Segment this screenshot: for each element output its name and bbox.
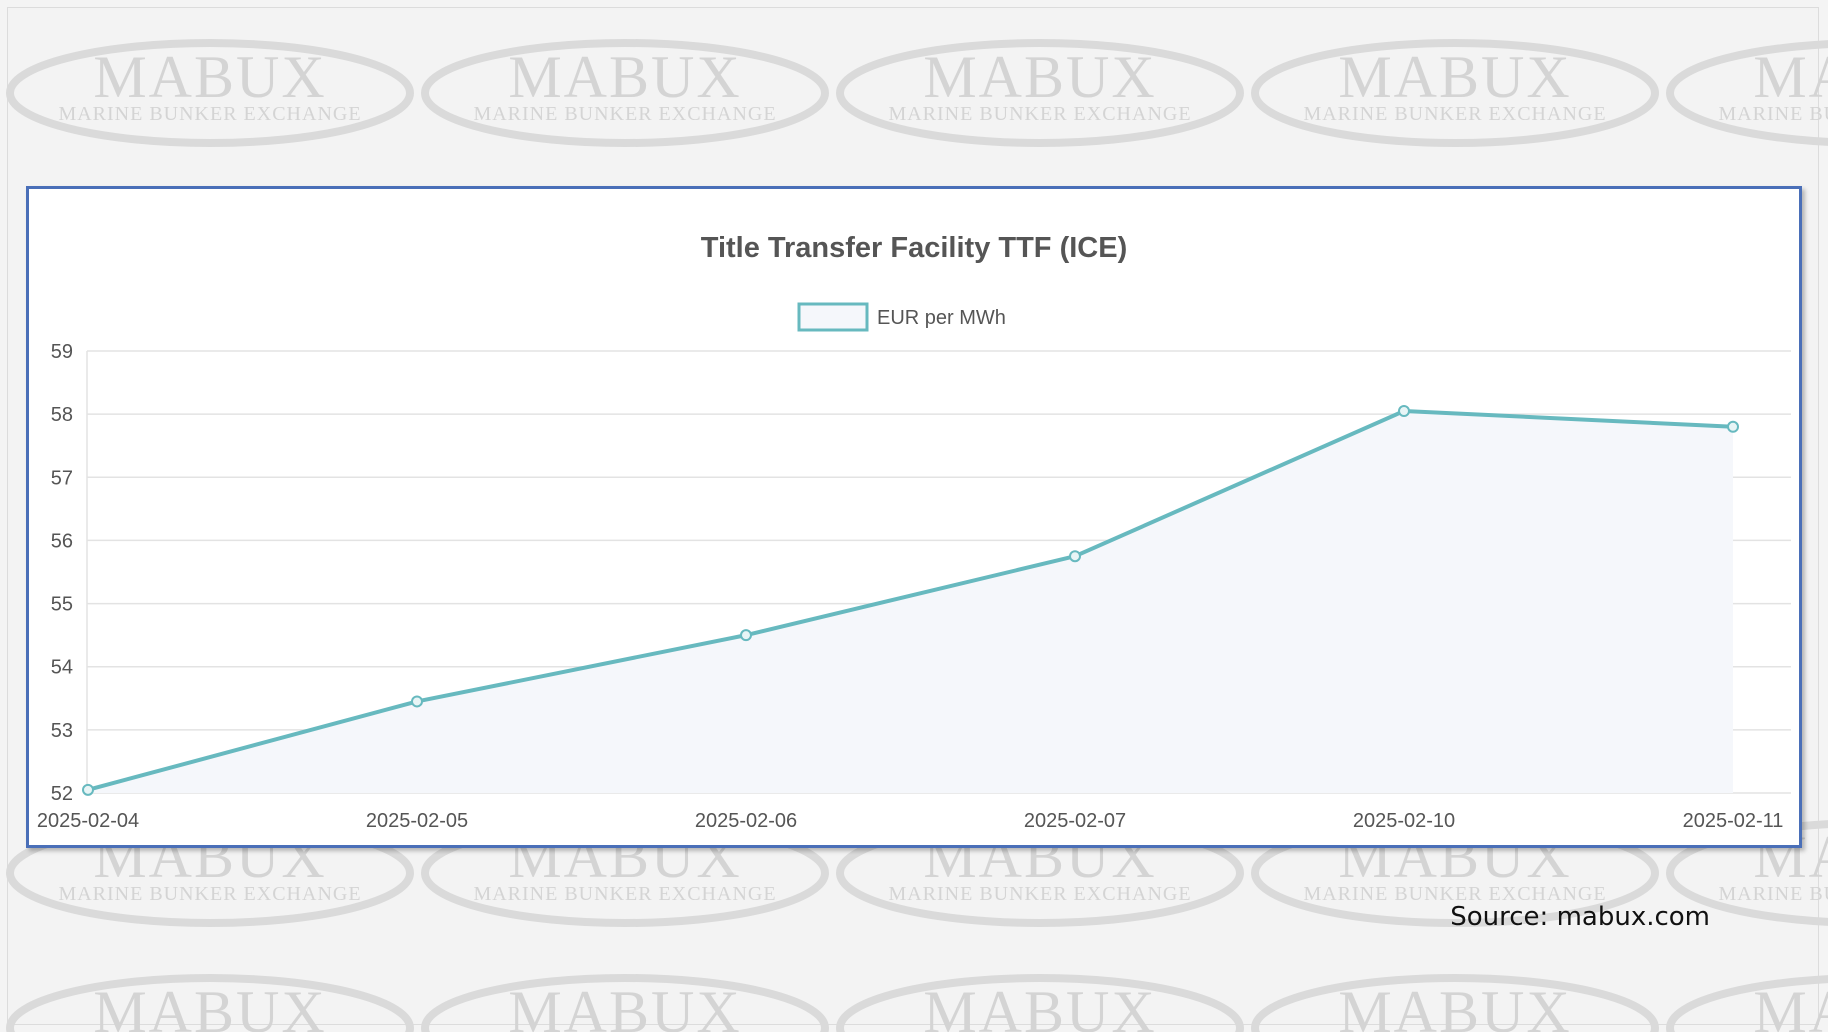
y-tick-label: 52 (51, 783, 73, 805)
watermark-brand: MABUX (508, 44, 741, 110)
watermark-subtitle: MARINE BUNKER EXCHANGE (473, 103, 776, 125)
y-tick-label: 59 (51, 341, 73, 363)
watermark-subtitle: MARINE BUNKER EXCHANGE (1303, 883, 1606, 905)
series-eur-per-mwh (82, 404, 1739, 796)
y-axis: 52 53 54 55 56 57 58 59 (51, 341, 73, 805)
legend-swatch (797, 302, 869, 332)
chart: Title Transfer Facility TTF (ICE) EUR pe… (37, 232, 1791, 832)
x-tick-label: 2025-02-11 (1683, 810, 1784, 832)
watermark-brand: MABUX (508, 979, 741, 1032)
watermark-subtitle: MARINE BUNKER EXCHANGE (888, 883, 1191, 905)
legend-label: EUR per MWh (877, 307, 1006, 329)
watermark-subtitle: MARINE BUNKER EXCHANGE (1718, 883, 1828, 905)
data-point[interactable] (411, 695, 423, 708)
y-tick-label: 53 (51, 720, 73, 742)
x-tick-label: 2025-02-07 (1024, 810, 1126, 832)
watermark-subtitle: MARINE BUNKER EXCHANGE (888, 103, 1191, 125)
watermark-brand: MABUX (1338, 44, 1571, 110)
watermark-brand: MABUX (93, 979, 326, 1032)
data-point[interactable] (740, 629, 752, 642)
watermark-subtitle: MARINE BUNKER EXCHANGE (1303, 103, 1606, 125)
y-tick-label: 57 (51, 467, 73, 489)
x-tick-label: 2025-02-06 (695, 810, 797, 832)
watermark-subtitle: MARINE BUNKER EXCHANGE (1718, 103, 1828, 125)
data-point[interactable] (1727, 420, 1739, 433)
watermark-brand: MABUX (93, 44, 326, 110)
watermark-brand: MABUX (1753, 44, 1828, 110)
x-tick-label: 2025-02-10 (1353, 810, 1455, 832)
watermark-brand: MABUX (923, 979, 1156, 1032)
data-point[interactable] (1069, 550, 1081, 563)
data-point[interactable] (1398, 404, 1410, 417)
chart-title: Title Transfer Facility TTF (ICE) (701, 232, 1128, 264)
watermark-subtitle: MARINE BUNKER EXCHANGE (473, 883, 776, 905)
x-tick-label: 2025-02-05 (366, 810, 468, 832)
watermark-brand: MABUX (1338, 979, 1571, 1032)
watermark-brand: MABUX (923, 44, 1156, 110)
chart-card: Title Transfer Facility TTF (ICE) EUR pe… (26, 186, 1802, 848)
y-tick-label: 58 (51, 404, 73, 426)
x-tick-label: 2025-02-04 (37, 810, 139, 832)
watermark-subtitle: MARINE BUNKER EXCHANGE (58, 103, 361, 125)
source-note: Source: mabux.com (1450, 902, 1710, 932)
y-tick-label: 54 (51, 657, 73, 679)
y-tick-label: 56 (51, 530, 73, 552)
series-area (88, 410, 1733, 793)
watermark-subtitle: MARINE BUNKER EXCHANGE (58, 883, 361, 905)
watermark-brand: MABUX (1753, 979, 1828, 1032)
legend[interactable]: EUR per MWh (797, 302, 1006, 332)
x-axis: 2025-02-04 2025-02-05 2025-02-06 2025-02-07… (37, 810, 1784, 832)
series-line (87, 408, 1734, 792)
data-point[interactable] (82, 783, 94, 796)
y-tick-label: 55 (51, 594, 73, 616)
